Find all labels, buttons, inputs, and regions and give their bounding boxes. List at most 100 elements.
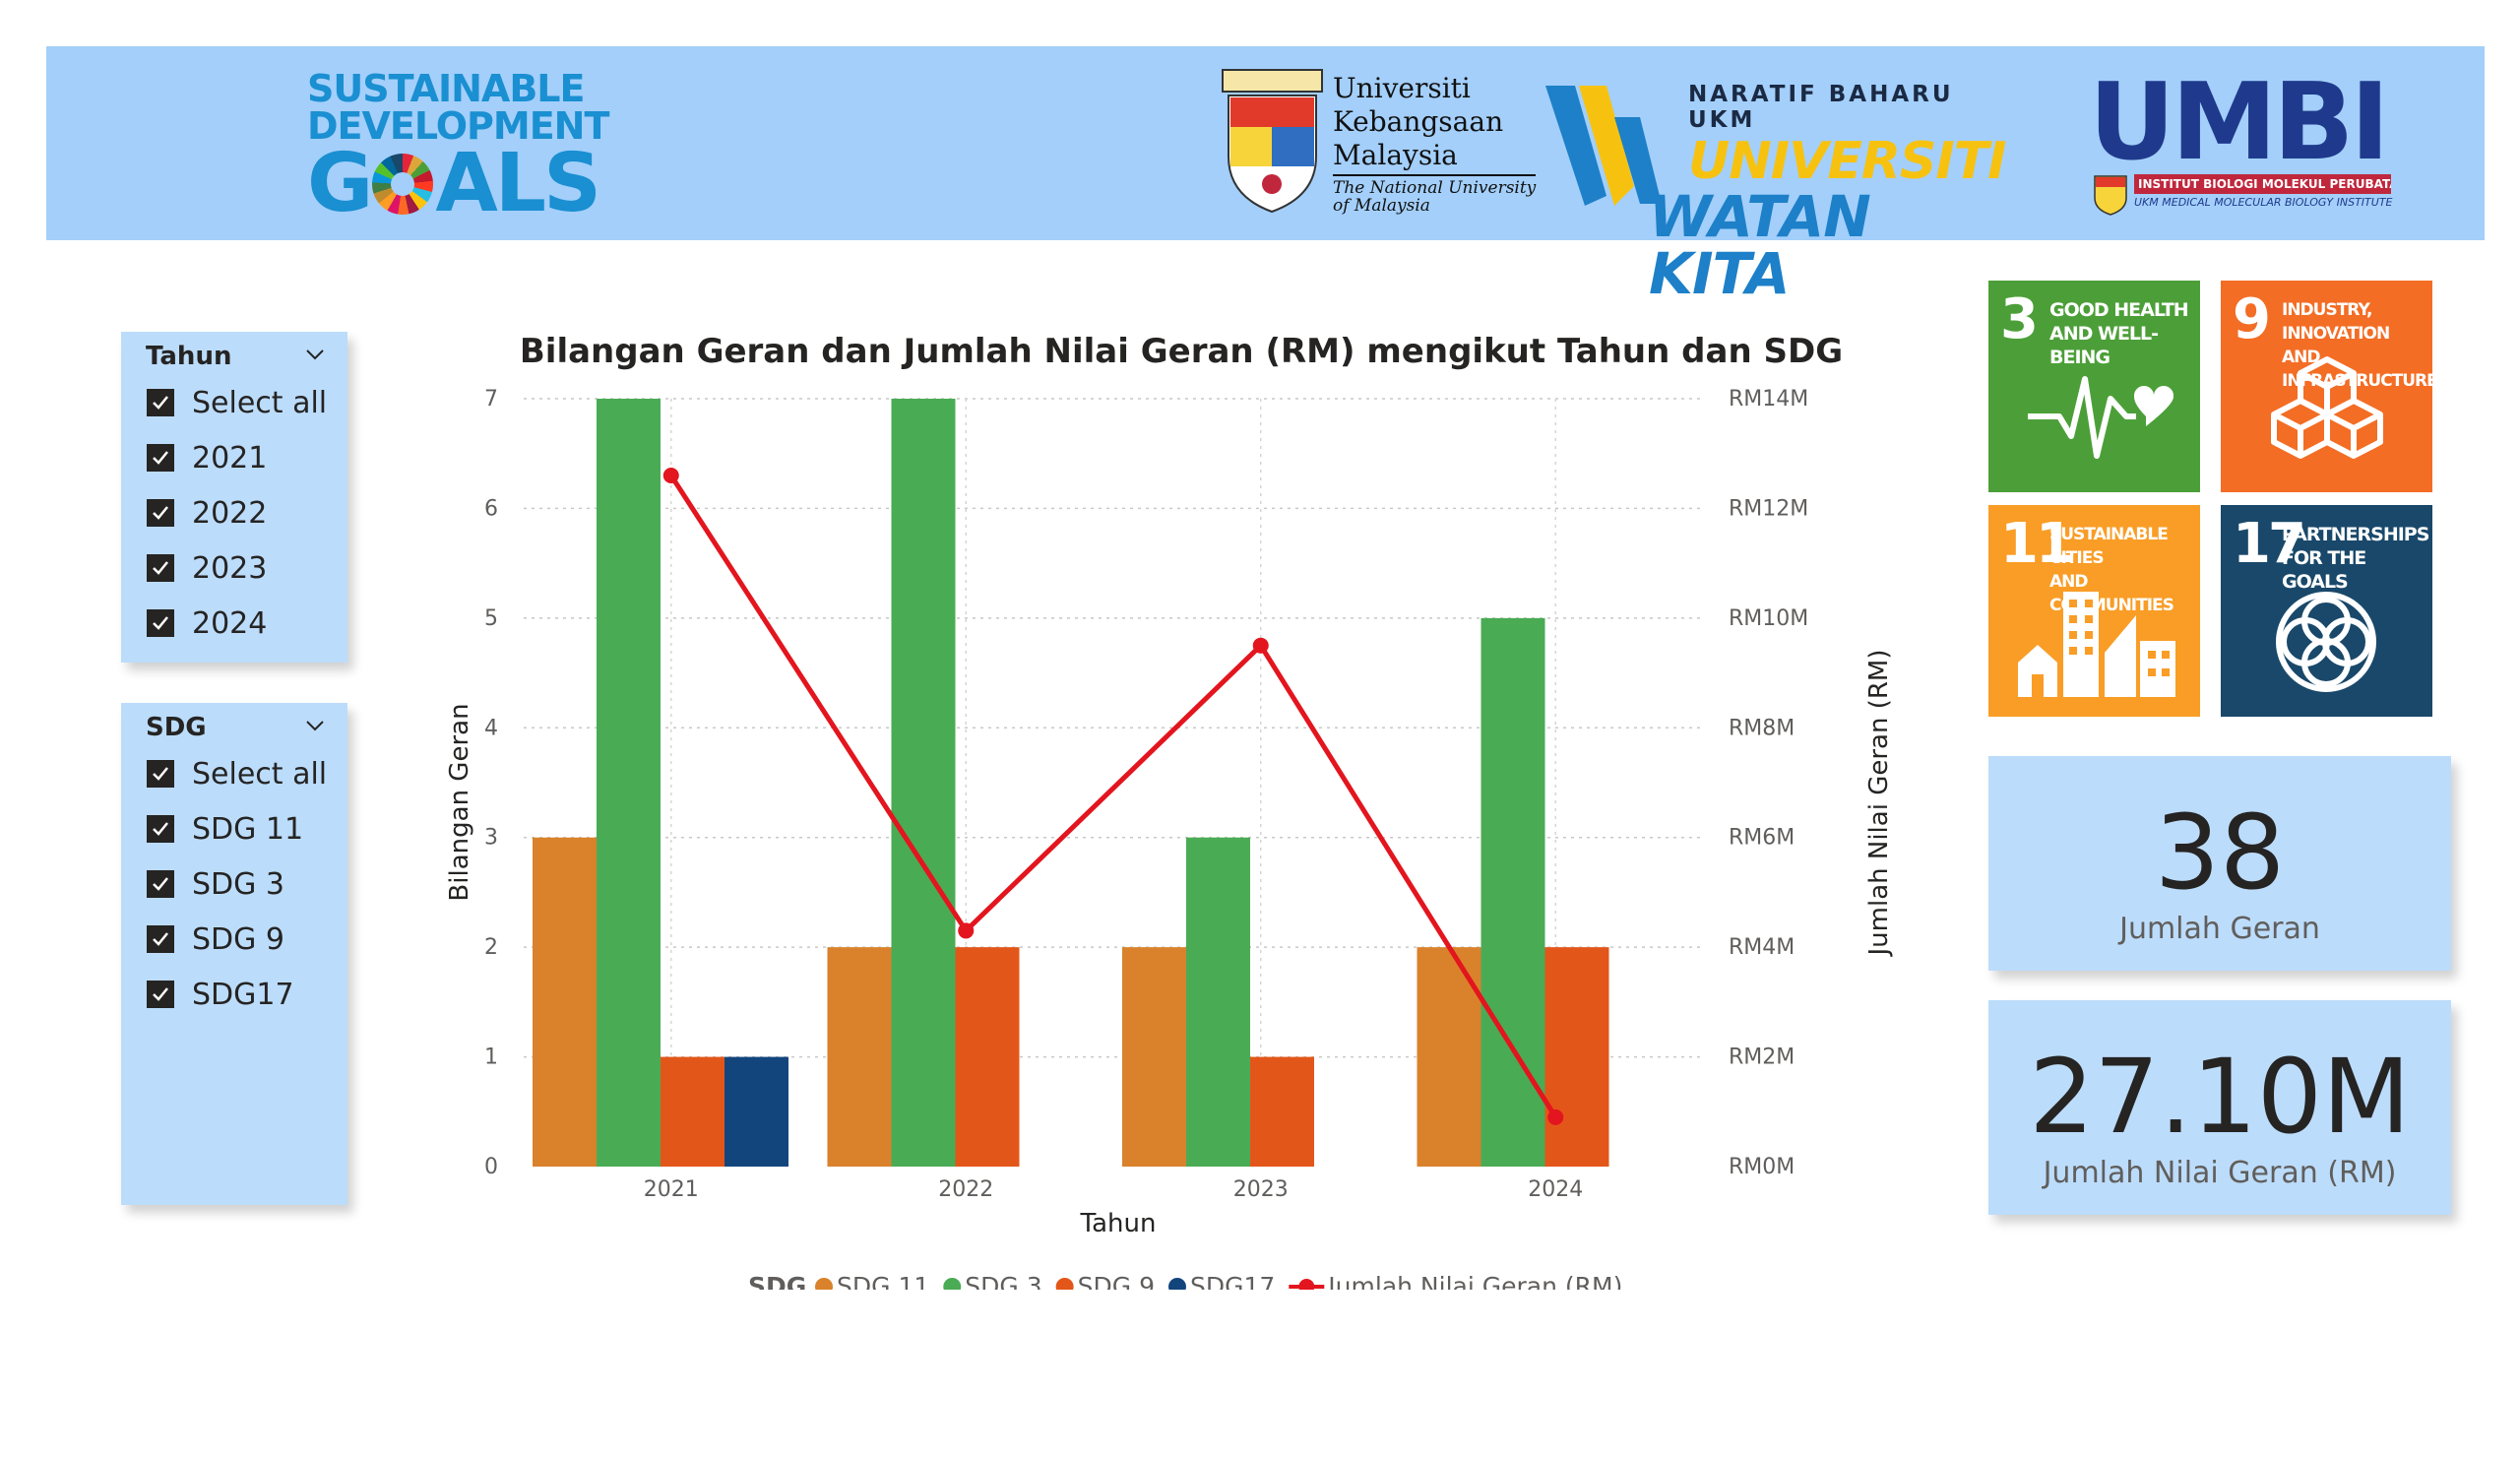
combo-chart: Bilangan Geran dan Jumlah Nilai Geran (R…	[433, 325, 1929, 1290]
slicer-tahun-item[interactable]: 2022	[121, 485, 347, 540]
chart-svg: 0 1 2 3 4 5 6 7 RM0M RM2M RM4M RM6M RM8M RM10M RM12M RM…	[445, 387, 1894, 1290]
ukm-crest-icon	[1222, 69, 1323, 214]
slicer-sdg-item[interactable]: SDG 3	[121, 856, 347, 912]
legend-entry: Jumlah Nilai Geran (RM)	[1326, 1272, 1622, 1290]
bar-sdg3-2021	[597, 399, 661, 1167]
y-tick-label: 7	[484, 387, 498, 412]
header-banner: SUSTAINABLE DEVELOPMENT G ALS Universiti…	[46, 46, 2485, 302]
checkbox-checked-icon[interactable]	[147, 444, 174, 472]
x-axis-label: Tahun	[1080, 1209, 1157, 1238]
slicer-tahun-item-label: 2023	[192, 550, 268, 586]
bar-sdg11-2022	[827, 947, 892, 1167]
sdg-logo: SUSTAINABLE DEVELOPMENT G ALS	[307, 67, 622, 230]
bar-sdg9-2023	[1250, 1056, 1314, 1167]
slicer-tahun-item-label: 2021	[192, 440, 268, 475]
slicer-tahun-item[interactable]: Select all	[121, 375, 347, 430]
y2-tick-label: RM0M	[1729, 1155, 1795, 1179]
sdg-tile-9: 9 INDUSTRY, INNOVATION AND INFRASTRUCTURE	[2221, 281, 2438, 492]
slicer-sdg-title: SDG	[146, 713, 207, 742]
slicer-sdg-item-label: SDG 3	[192, 866, 285, 902]
checkbox-checked-icon[interactable]	[147, 760, 174, 788]
sdg-logo-line3: G ALS	[307, 137, 622, 230]
sdg-tile-number: 17	[2233, 512, 2306, 576]
bar-sdg9-2024	[1544, 947, 1609, 1167]
ukm-line3: Malaysia	[1333, 139, 1458, 171]
kpi-value: 27.10M	[2029, 1037, 2411, 1157]
uwk-text: NARATIF BAHARU UKM UNIVERSITI WATAN KITA	[1649, 82, 2007, 302]
y2-tick-label: RM6M	[1729, 826, 1795, 851]
ukm-logo: Universiti Kebangsaan Malaysia The Natio…	[1221, 68, 1575, 216]
slicer-tahun-item[interactable]: 2024	[121, 596, 347, 651]
sdg-tile-3: 3 GOOD HEALTH AND WELL-BEING	[1988, 281, 2200, 492]
y-axis-label: Bilangan Geran	[445, 703, 474, 901]
cubes-icon	[2271, 356, 2383, 459]
sdg-tile-title: PARTNERSHIPS FOR THE GOALS	[2282, 523, 2432, 594]
sdg-wheel-icon	[372, 154, 434, 215]
y2-tick-label: RM12M	[1729, 496, 1808, 521]
y-tick-label: 0	[484, 1155, 498, 1179]
sdg-tile-title-line1: PARTNERSHIPS	[2282, 524, 2429, 545]
slicer-tahun-list: Select all 2021 2022 2023 2024	[121, 375, 347, 651]
legend-marker	[815, 1278, 833, 1290]
slicer-tahun-item[interactable]: 2023	[121, 540, 347, 596]
ukm-sub2: of Malaysia	[1333, 196, 1430, 216]
sdg-tile-title-line1: SUSTAINABLE CITIES	[2049, 525, 2169, 568]
chevron-down-icon[interactable]	[304, 715, 326, 736]
checkbox-checked-icon[interactable]	[147, 609, 174, 637]
y-tick-label: 4	[484, 716, 498, 740]
slicer-tahun-item-label: 2022	[192, 495, 268, 531]
sdg-logo-als: ALS	[435, 137, 601, 230]
sdg-logo-line2: DEVELOPMENT	[307, 104, 609, 148]
y-tick-label: 1	[484, 1045, 498, 1070]
slicer-sdg: SDG Select all SDG 11 SDG 3 SDG 9 SDG17	[121, 703, 347, 1205]
slicer-sdg-item[interactable]: SDG17	[121, 967, 347, 1022]
slicer-tahun: Tahun Select all 2021 2022 2023 2024	[121, 332, 347, 663]
slicer-sdg-item[interactable]: SDG 11	[121, 801, 347, 856]
umbi-title: UMBI	[2089, 61, 2390, 184]
checkbox-checked-icon[interactable]	[147, 554, 174, 582]
bar-sdg3-2023	[1186, 837, 1250, 1167]
legend-marker	[1167, 1278, 1186, 1290]
slicer-tahun-item-label: 2024	[192, 605, 268, 641]
checkbox-checked-icon[interactable]	[147, 870, 174, 898]
checkbox-checked-icon[interactable]	[147, 499, 174, 527]
slicer-sdg-header[interactable]: SDG	[121, 703, 347, 746]
checkbox-checked-icon[interactable]	[147, 815, 174, 843]
uwk-line2: UNIVERSITI	[1688, 132, 2007, 191]
x-tick-label: 2023	[1233, 1177, 1289, 1202]
legend-entry: SDG 9	[1078, 1272, 1155, 1290]
sdg-tile-title-line2: FOR THE GOALS	[2282, 547, 2366, 593]
kpi-card-jumlah-geran: 38 Jumlah Geran	[1988, 756, 2451, 971]
slicer-sdg-item-label: SDG 9	[192, 921, 285, 957]
line-point-2023	[1252, 637, 1269, 654]
uwk-line1: NARATIF BAHARU UKM	[1688, 82, 1954, 133]
chevron-down-icon[interactable]	[304, 344, 326, 365]
checkbox-checked-icon[interactable]	[147, 925, 174, 953]
city-icon	[2018, 592, 2175, 697]
checkbox-checked-icon[interactable]	[147, 981, 174, 1008]
slicer-sdg-item[interactable]: SDG 9	[121, 912, 347, 967]
slicer-sdg-item[interactable]: Select all	[121, 746, 347, 801]
sdg-logo-g: G	[307, 137, 373, 230]
bar-sdg11-2021	[533, 837, 597, 1167]
slicer-sdg-list: Select all SDG 11 SDG 3 SDG 9 SDG17	[121, 746, 347, 1022]
umbi-bar1: INSTITUT BIOLOGI MOLEKUL PERUBATAN UKM	[2134, 174, 2391, 194]
y2-axis-label: Jumlah Nilai Geran (RM)	[1864, 650, 1894, 958]
line-point-2021	[662, 468, 679, 483]
legend-marker	[1298, 1279, 1315, 1290]
y-tick-label: 6	[484, 496, 498, 521]
slicer-tahun-item[interactable]: 2021	[121, 430, 347, 485]
umbi-crest-icon	[2094, 175, 2127, 216]
sdg-logo-line1: SUSTAINABLE	[307, 67, 585, 110]
chart-title: Bilangan Geran dan Jumlah Nilai Geran (R…	[519, 332, 1844, 371]
checkbox-checked-icon[interactable]	[147, 389, 174, 416]
umbi-bar2: UKM MEDICAL MOLECULAR BIOLOGY INSTITUTE	[2134, 196, 2393, 209]
slicer-tahun-title: Tahun	[146, 342, 232, 371]
y2-tick-label: RM10M	[1729, 606, 1808, 631]
sdg-tile-11: 11 SUSTAINABLE CITIES AND COMMUNITIES	[1988, 505, 2200, 717]
legend-marker	[943, 1278, 962, 1290]
slicer-tahun-header[interactable]: Tahun	[121, 332, 347, 375]
sdg-tile-number: 3	[2000, 287, 2039, 351]
bar-sdg3-2024	[1480, 617, 1545, 1167]
uwk-line3: WATAN KITA	[1649, 183, 1871, 307]
